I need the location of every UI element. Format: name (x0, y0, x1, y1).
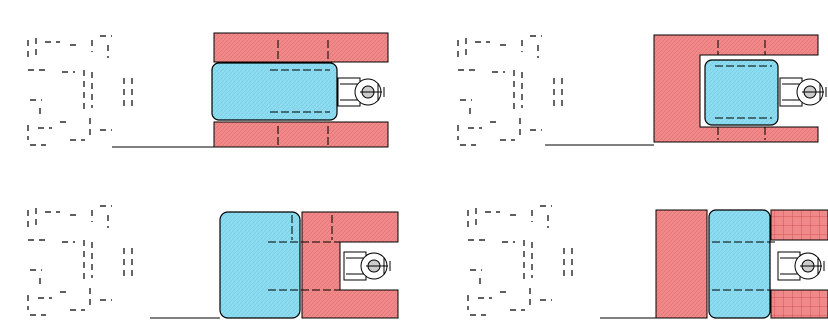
diagram (0, 0, 828, 322)
